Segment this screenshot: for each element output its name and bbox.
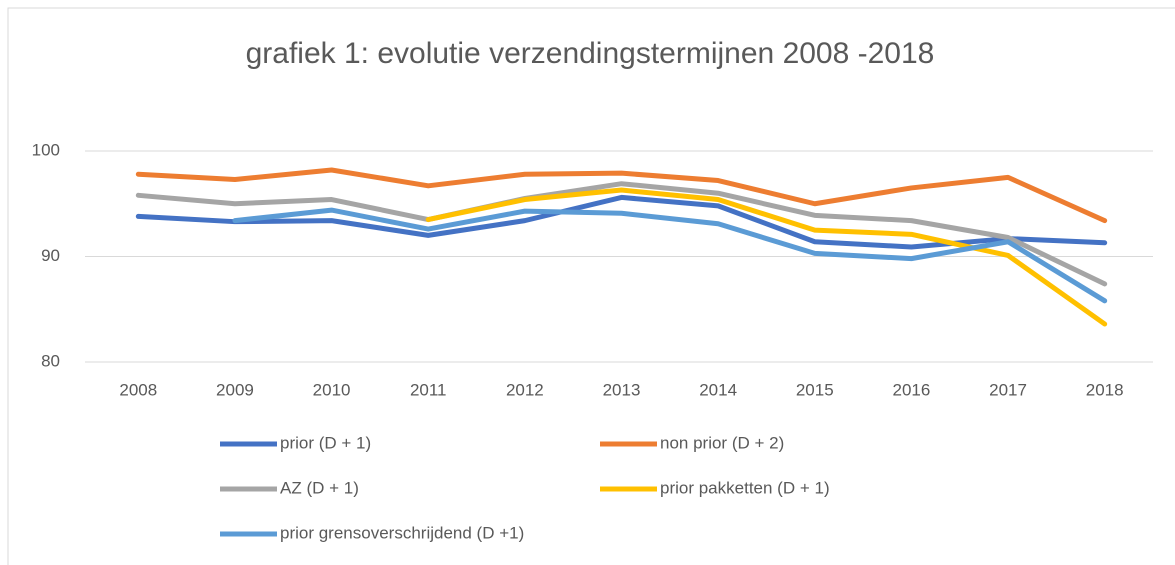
legend-label: prior (D + 1) <box>280 433 371 452</box>
legend-label: prior grensoverschrijdend (D +1) <box>280 523 524 542</box>
x-tick-label: 2009 <box>216 380 254 399</box>
x-tick-label: 2014 <box>699 380 737 399</box>
y-tick-label: 100 <box>32 140 60 159</box>
y-tick-label: 80 <box>41 351 60 370</box>
legend-label: non prior (D + 2) <box>660 433 784 452</box>
series-line <box>135 167 1108 224</box>
x-tick-label: 2012 <box>506 380 544 399</box>
x-tick-label: 2008 <box>119 380 157 399</box>
legend-label: prior pakketten (D + 1) <box>660 478 830 497</box>
series-line <box>135 181 1108 287</box>
x-tick-label: 2010 <box>313 380 351 399</box>
x-tick-label: 2011 <box>410 380 447 399</box>
x-tick-label: 2013 <box>603 380 641 399</box>
series-line <box>425 187 1108 327</box>
x-tick-label: 2018 <box>1086 380 1124 399</box>
chart-border <box>7 7 1175 565</box>
x-tick-label: 2016 <box>892 380 930 399</box>
chart-title: grafiek 1: evolutie verzendingstermijnen… <box>246 37 935 70</box>
series-line <box>135 194 1108 250</box>
legend-label: AZ (D + 1) <box>280 478 359 497</box>
x-tick-label: 2017 <box>989 380 1027 399</box>
x-tick-label: 2015 <box>796 380 834 399</box>
series-line <box>232 207 1108 304</box>
y-tick-label: 90 <box>41 246 60 265</box>
